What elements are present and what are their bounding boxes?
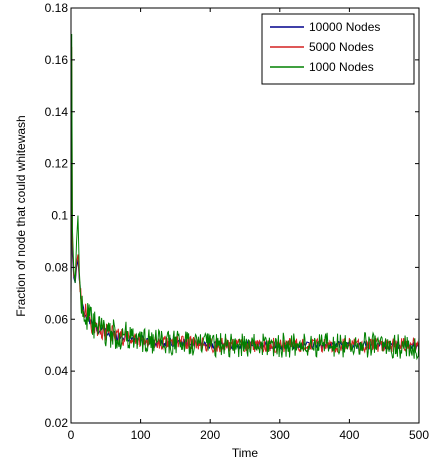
legend-label: 5000 Nodes <box>309 40 374 54</box>
legend: 10000 Nodes 5000 Nodes 1000 Nodes <box>261 13 415 85</box>
y-tick-label: 0.14 <box>45 105 69 119</box>
y-tick-label: 0.02 <box>45 416 69 430</box>
y-tick-label: 0.1 <box>51 209 68 223</box>
x-tick-label: 0 <box>68 428 75 442</box>
y-tick-label: 0.16 <box>45 53 69 67</box>
x-tick-label: 500 <box>409 428 429 442</box>
x-tick-label: 300 <box>270 428 290 442</box>
ticks-layer: 0 100 200 300 400 500 0.02 0.04 0.06 0.08 0.1 0.12 0… <box>45 1 430 442</box>
y-axis-title: Fraction of node that could whitewash <box>14 115 28 316</box>
x-tick-label: 100 <box>131 428 151 442</box>
y-tick-label: 0.08 <box>45 260 69 274</box>
legend-box <box>261 13 415 85</box>
y-tick-label: 0.12 <box>45 157 69 171</box>
legend-label: 10000 Nodes <box>309 20 380 34</box>
y-tick-label: 0.18 <box>45 1 69 15</box>
y-tick-label: 0.06 <box>45 312 69 326</box>
series-layer <box>70 33 420 361</box>
x-tick-label: 400 <box>339 428 359 442</box>
x-tick-label: 200 <box>200 428 220 442</box>
legend-label: 1000 Nodes <box>309 60 374 74</box>
x-axis-title: Time <box>232 446 259 460</box>
y-tick-label: 0.04 <box>45 364 69 378</box>
series-line <box>70 33 420 361</box>
